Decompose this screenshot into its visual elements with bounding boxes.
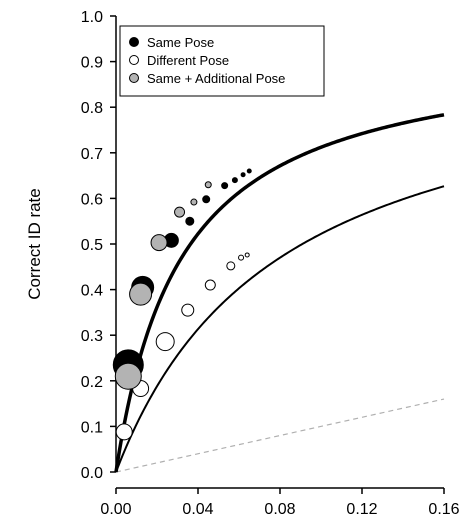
y-tick-label: 0.4	[81, 283, 103, 300]
fit-curve-1	[114, 113, 445, 473]
legend-marker-same-pose	[129, 37, 139, 47]
point-different-pose	[238, 254, 245, 261]
point-same-additional-pose	[150, 234, 168, 252]
x-tick-label: 0.16	[428, 501, 459, 518]
data-points	[112, 168, 252, 441]
point-different-pose	[181, 303, 195, 317]
point-same-additional-pose	[129, 282, 153, 306]
point-different-pose	[155, 332, 175, 352]
y-tick-label: 0.8	[81, 100, 103, 117]
reference-line-group	[115, 398, 445, 473]
legend-label-different-pose: Different Pose	[147, 53, 229, 68]
x-tick-label: 0.12	[346, 501, 377, 518]
legend-label-same-additional-pose: Same + Additional Pose	[147, 71, 285, 86]
y-tick-label: 0.5	[81, 237, 103, 254]
y-tick-label: 1.0	[81, 9, 103, 26]
y-tick-label: 0.0	[81, 465, 103, 482]
y-tick-label: 0.6	[81, 191, 103, 208]
legend-marker-same-additional-pose	[129, 73, 139, 83]
legend-marker-different-pose	[129, 55, 139, 65]
point-same-pose	[246, 168, 252, 174]
y-tick-label: 0.3	[81, 328, 103, 345]
reference-dashed-line	[115, 398, 445, 473]
y-tick-label: 0.2	[81, 374, 103, 391]
y-tick-label: 0.1	[81, 419, 103, 436]
x-tick-label: 0.04	[182, 501, 213, 518]
point-different-pose	[115, 423, 133, 441]
point-same-pose	[240, 172, 246, 178]
y-axis-label: Correct ID rate	[25, 188, 44, 299]
point-same-additional-pose	[174, 206, 186, 218]
point-same-pose	[202, 195, 211, 204]
y-tick-label: 0.7	[81, 146, 103, 163]
point-different-pose	[244, 252, 250, 258]
point-same-additional-pose	[204, 181, 212, 189]
fit-curve-2	[115, 185, 445, 473]
legend: Same Pose Different Pose Same + Additional…	[119, 25, 325, 97]
point-same-additional-pose	[190, 198, 198, 206]
point-different-pose	[226, 261, 236, 271]
legend-label-same-pose: Same Pose	[147, 35, 214, 50]
x-tick-label: 0.08	[264, 501, 295, 518]
point-different-pose	[204, 279, 216, 291]
point-same-pose	[231, 177, 238, 184]
y-tick-label: 0.9	[81, 55, 103, 72]
point-same-additional-pose	[114, 362, 142, 390]
y-ticks: 0.0 0.1 0.2 0.3 0.4 0.5 0.6 0.7 0.8 0.9 1.0	[81, 9, 116, 482]
x-ticks: 0.00 0.04 0.08 0.12 0.16	[100, 488, 460, 518]
x-tick-label: 0.00	[100, 501, 131, 518]
point-same-pose	[221, 182, 229, 190]
legend-box	[119, 25, 325, 97]
fit-curves	[114, 113, 445, 473]
point-same-pose	[185, 216, 195, 226]
plot-area: 0.00.10.20.30.40.50.60.70.80.91.0 0.00 0.…	[81, 9, 460, 518]
